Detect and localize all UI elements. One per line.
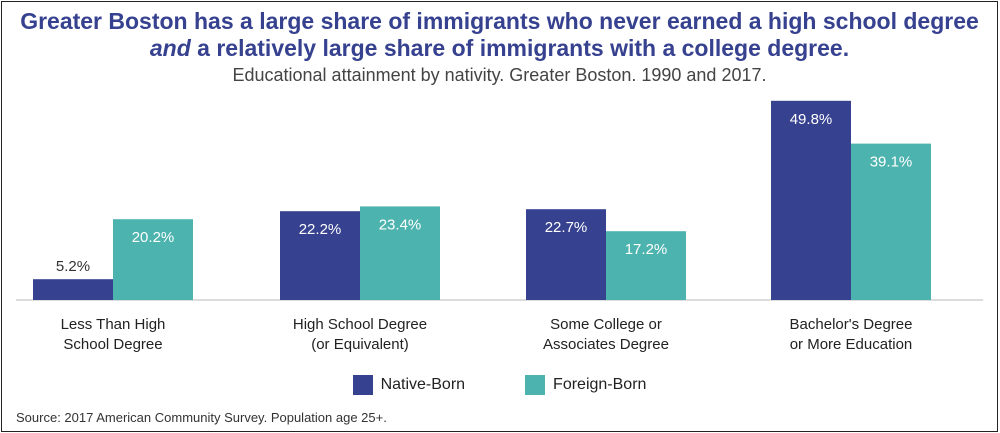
bar-foreign-3 xyxy=(851,143,931,300)
data-label-foreign-1: 23.4% xyxy=(379,216,422,233)
chart-title-line-2: and a relatively large share of immigran… xyxy=(2,34,997,62)
legend-swatch-native xyxy=(352,375,373,395)
data-label-native-2: 22.7% xyxy=(545,219,588,236)
legend: Native-Born Foreign-Born xyxy=(2,375,997,395)
bar-native-2 xyxy=(526,209,606,300)
legend-label-foreign: Foreign-Born xyxy=(553,376,647,393)
category-label-0-line-1: School Degree xyxy=(63,336,162,353)
bar-foreign-1 xyxy=(360,206,440,300)
category-label-1-line-0: High School Degree xyxy=(293,316,427,333)
legend-label-native: Native-Born xyxy=(380,376,466,393)
data-label-native-1: 22.2% xyxy=(299,221,342,238)
chart-title-line-1: Greater Boston has a large share of immi… xyxy=(20,8,979,34)
bar-native-0 xyxy=(33,279,113,300)
bar-native-3 xyxy=(771,100,851,300)
category-label-1-line-1: (or Equivalent) xyxy=(311,336,409,353)
bar-foreign-2 xyxy=(606,231,686,300)
legend-item-native: Native-Born xyxy=(352,375,466,395)
source-note: Source: 2017 American Community Survey. … xyxy=(16,410,387,425)
category-label-2-line-1: Associates Degree xyxy=(543,336,669,353)
chart-title-emphasis: and xyxy=(149,35,191,61)
chart-subtitle: Educational attainment by nativity. Grea… xyxy=(232,65,767,85)
data-label-native-0: 5.2% xyxy=(56,258,90,275)
category-label-3-line-0: Bachelor's Degree xyxy=(790,316,913,333)
legend-item-foreign: Foreign-Born xyxy=(525,375,646,395)
data-label-foreign-0: 20.2% xyxy=(132,229,175,246)
legend-swatch-foreign xyxy=(525,375,546,395)
bar-native-1 xyxy=(280,211,360,300)
data-label-foreign-2: 17.2% xyxy=(625,241,668,258)
category-label-0-line-0: Less Than High xyxy=(61,316,166,333)
chart-title-line-2-text: a relatively large share of immigrants w… xyxy=(190,35,850,61)
data-label-foreign-3: 39.1% xyxy=(870,154,913,171)
category-label-3-line-1: or More Education xyxy=(790,336,913,353)
bar-chart: 5.2% 20.2% Less Than High School Degree 22.2… xyxy=(16,100,983,353)
bar-foreign-0 xyxy=(113,219,193,300)
category-label-2-line-0: Some College or xyxy=(550,316,662,333)
data-label-native-3: 49.8% xyxy=(790,111,833,128)
